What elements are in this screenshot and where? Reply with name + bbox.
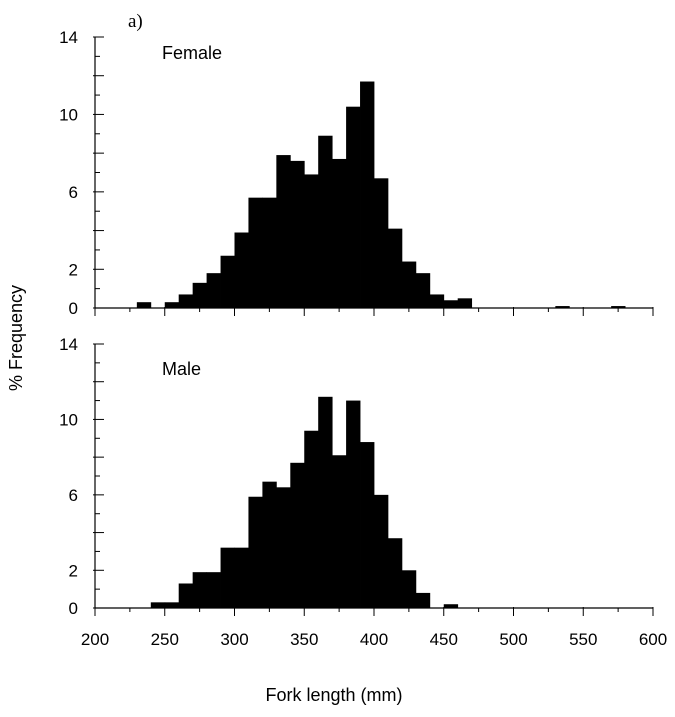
histogram-bar: [332, 455, 347, 608]
histogram-bar: [457, 298, 473, 308]
histogram-bar: [248, 496, 263, 608]
histogram-bar: [346, 106, 361, 308]
histogram-bar: [401, 570, 417, 608]
y-tick-label: 10: [59, 105, 78, 124]
histogram-bar: [150, 602, 166, 608]
male-panel: 0 2 6 10 14 200 250 300 350 400 450 500 550 600 Male: [59, 335, 667, 649]
histogram-bar: [192, 282, 207, 308]
histogram-bar: [248, 197, 263, 308]
histogram-bar: [290, 462, 305, 608]
histogram-bar: [443, 604, 459, 608]
x-tick-label: 400: [360, 630, 388, 649]
histogram-bar: [443, 300, 459, 308]
panel-letter: a): [128, 11, 143, 32]
histogram-bar: [374, 178, 389, 308]
histogram-bar: [220, 547, 235, 608]
histogram-bar: [304, 430, 319, 608]
histogram-bar: [276, 155, 291, 308]
histogram-bar: [164, 302, 180, 308]
histogram-bar: [234, 547, 249, 608]
x-tick-label: 550: [569, 630, 597, 649]
y-tick-label: 2: [69, 561, 78, 580]
histogram-bar: [346, 400, 361, 608]
histogram-bar: [164, 602, 180, 608]
y-tick-label: 6: [69, 183, 78, 202]
y-tick-label: 0: [69, 599, 78, 618]
y-tick-label: 14: [59, 335, 78, 354]
y-tick-label: 0: [69, 299, 78, 318]
y-axis-title: % Frequency: [6, 285, 26, 391]
histogram-bar: [206, 572, 221, 608]
histogram-bar: [555, 306, 570, 308]
histogram-bar: [415, 592, 431, 608]
histogram-bar: [304, 174, 319, 308]
x-tick-label: 450: [430, 630, 458, 649]
histogram-bar: [220, 255, 235, 308]
panel-title: Male: [162, 359, 201, 379]
x-axis-title: Fork length (mm): [265, 685, 402, 705]
histogram-bar: [262, 197, 277, 308]
histogram-bar: [387, 538, 403, 608]
y-tick-label: 14: [59, 28, 78, 47]
histogram-bar: [318, 135, 333, 308]
histogram-bar: [276, 487, 291, 608]
x-tick-label: 500: [499, 630, 527, 649]
histogram-bar: [429, 294, 445, 308]
histogram-bar: [318, 396, 333, 608]
histogram-bar: [360, 81, 375, 309]
histogram-bar: [387, 228, 403, 308]
histogram-bar: [611, 306, 626, 308]
x-tick-label: 300: [220, 630, 248, 649]
histogram-bar: [374, 494, 389, 608]
histogram-bar: [262, 481, 277, 608]
x-tick-label: 250: [151, 630, 179, 649]
x-tick-label: 350: [290, 630, 318, 649]
y-tick-label: 2: [69, 260, 78, 279]
x-tick-label: 600: [639, 630, 667, 649]
histogram-bar: [178, 583, 194, 608]
histogram-bar: [401, 261, 417, 308]
histogram-bar: [192, 572, 207, 608]
x-tick-label: 200: [81, 630, 109, 649]
histogram-bar: [415, 273, 431, 308]
y-tick-label: 6: [69, 486, 78, 505]
histogram-bar: [178, 294, 194, 308]
panel-title: Female: [162, 43, 222, 63]
histogram-bar: [290, 160, 305, 308]
y-tick-label: 10: [59, 410, 78, 429]
histogram-bar: [206, 273, 221, 308]
histogram-bar: [360, 442, 375, 608]
female-panel: 0 2 6 10 14 Female: [59, 28, 654, 318]
histogram-bar: [136, 302, 152, 308]
histogram-bar: [234, 232, 249, 308]
histogram-bar: [332, 158, 347, 308]
